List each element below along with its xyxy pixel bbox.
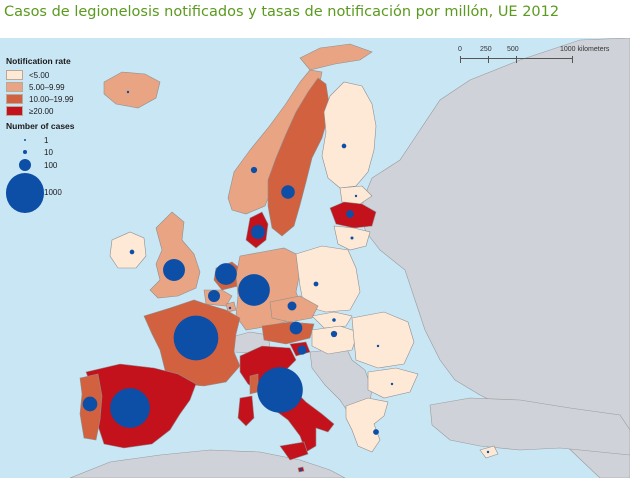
case-bubbles [82,90,490,472]
legend-bubble [6,150,44,154]
scale-label-500: 500 [507,46,519,53]
country-hungary[interactable] [311,325,359,355]
case-bubble-netherlands[interactable] [215,263,237,285]
case-bubble-malta[interactable] [299,468,303,472]
legend-swatch [6,94,23,104]
case-bubble-iceland[interactable] [126,90,130,94]
case-bubble-slovenia[interactable] [297,345,307,355]
legend-cases-label: 10 [44,147,53,157]
europe-map[interactable] [0,38,630,478]
case-bubble-finland[interactable] [341,143,347,149]
country-italy-sicily[interactable] [279,441,309,461]
case-bubble-portugal[interactable] [82,396,98,412]
case-bubble-denmark[interactable] [250,224,266,240]
case-bubble-ireland[interactable] [129,249,135,255]
country-slovakia[interactable] [311,311,353,329]
country-luxembourg[interactable] [225,301,237,313]
case-bubble-lithuania[interactable] [350,236,354,240]
legend-rate-item: ≥20.00 [6,105,134,117]
case-bubble-romania[interactable] [376,344,380,348]
scale-tick [516,56,517,63]
country-romania[interactable] [351,311,415,369]
scale-bar: 0 250 500 1000 kilometers [456,46,626,72]
legend-rate-item: <5.00 [6,69,134,81]
legend-cases-label: 1000 [44,188,62,198]
scale-tick [572,56,573,63]
case-bubble-sweden[interactable] [281,185,295,199]
case-bubble-hungary[interactable] [330,330,338,338]
map-legend: Notification rate <5.00 5.00–9.99 10.00–19… [6,56,134,214]
country-ireland[interactable] [109,231,147,269]
non-eu-land-north-africa [69,449,346,478]
country-greece[interactable] [345,397,389,453]
legend-cases-item: 100 [6,158,134,172]
case-bubble-spain[interactable] [110,388,150,428]
legend-cases-label: 1 [44,135,49,145]
legend-rate-label: <5.00 [29,70,50,80]
legend-cases-item: 10 [6,146,134,158]
country-france-corsica[interactable] [249,373,259,395]
map-panel[interactable] [0,38,630,478]
legend-rate-item: 5.00–9.99 [6,81,134,93]
case-bubble-slovakia[interactable] [332,318,336,322]
country-iceland[interactable] [103,71,161,109]
map-title: Casos de legionelosis notificados y tasa… [4,4,560,20]
non-eu-land-norway-north [299,43,373,71]
legend-cases-item: 1 [6,134,134,146]
case-bubble-bulgaria[interactable] [390,382,394,386]
legend-rate-label: 10.00–19.99 [29,94,74,104]
case-bubble-latvia[interactable] [346,210,354,218]
legend-bubble [6,173,44,213]
case-bubble-belgium[interactable] [208,290,220,302]
country-united-kingdom[interactable] [149,211,201,299]
case-bubble-greece[interactable] [373,429,379,435]
case-bubble-norway[interactable] [250,166,258,174]
case-bubble-estonia[interactable] [354,194,358,198]
scale-tick [460,56,461,63]
scale-label-250: 250 [480,46,492,53]
legend-cases-heading: Number of cases [6,121,75,131]
case-bubble-czech-republic[interactable] [287,301,297,311]
case-bubble-poland[interactable] [313,281,319,287]
case-bubble-germany[interactable] [238,274,270,306]
legend-bubble [6,159,44,172]
legend-bubble [6,138,44,142]
country-bulgaria[interactable] [367,367,419,399]
legend-cases-item: 1000 [6,172,134,213]
legend-swatch [6,106,23,116]
country-poland[interactable] [295,245,361,313]
legend-swatch [6,82,23,92]
case-bubble-austria[interactable] [289,321,303,335]
case-bubble-luxembourg[interactable] [228,306,232,310]
legend-rate-item: 10.00–19.99 [6,93,134,105]
country-finland[interactable] [321,81,377,189]
country-italy-sardinia[interactable] [237,395,255,427]
legend-rate-heading: Notification rate [6,56,71,66]
non-eu-land-turkey [429,397,630,456]
legend-rate-label: 5.00–9.99 [29,82,65,92]
legend-cases-label: 100 [44,160,58,170]
scale-tick [488,56,489,63]
case-bubble-united-kingdom[interactable] [163,259,185,281]
case-bubble-italy[interactable] [257,367,303,413]
scale-label-0: 0 [458,46,462,53]
legend-rate-label: ≥20.00 [29,106,54,116]
case-bubble-cyprus[interactable] [486,450,490,454]
scale-label-1000: 1000 kilometers [560,46,610,53]
case-bubble-france[interactable] [173,315,219,361]
legend-swatch [6,70,23,80]
